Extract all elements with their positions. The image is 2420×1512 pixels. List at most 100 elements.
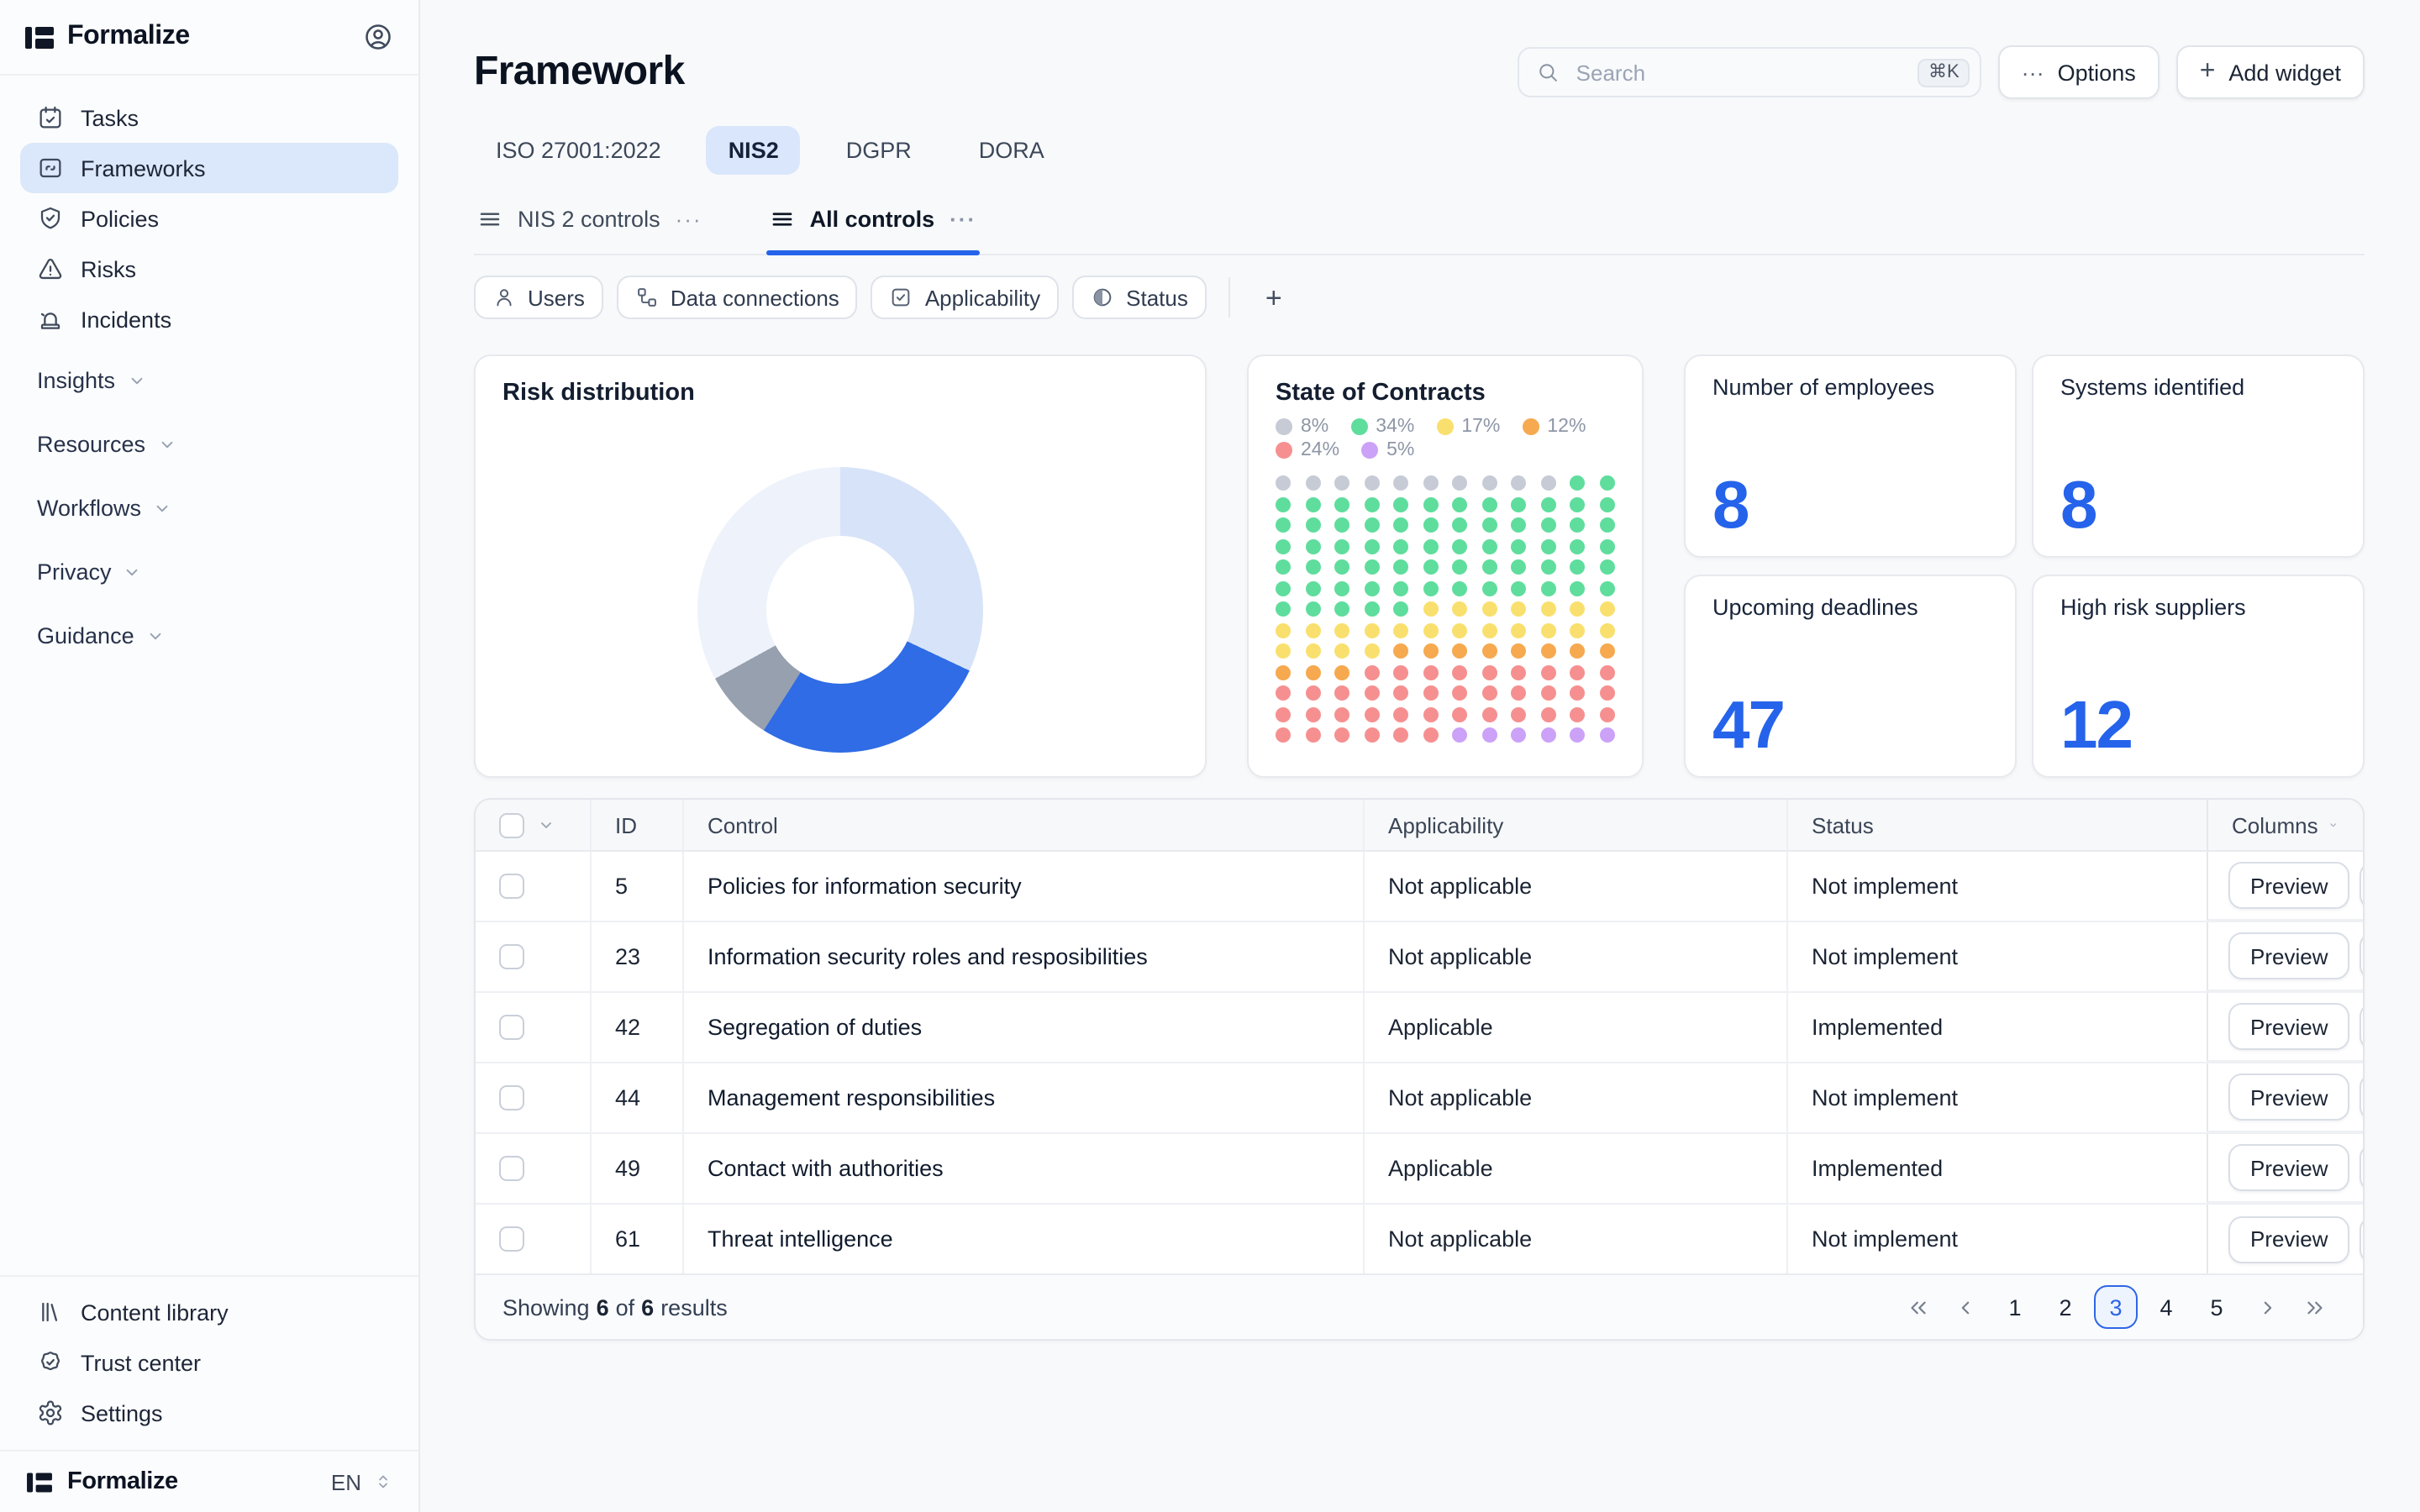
filter-chip-label: Applicability xyxy=(924,285,1041,310)
page-button-5[interactable]: 5 xyxy=(2195,1285,2238,1329)
column-header-status[interactable]: Status xyxy=(1788,800,2208,850)
preview-button[interactable]: Preview xyxy=(2228,1215,2350,1263)
matrix-dot xyxy=(1334,538,1349,554)
row-checkbox[interactable] xyxy=(499,1156,524,1181)
badge-check-icon xyxy=(37,1349,64,1376)
user-icon xyxy=(497,289,512,307)
page-button-3[interactable]: 3 xyxy=(2094,1285,2138,1329)
matrix-dot xyxy=(1334,601,1349,617)
tab-all-controls[interactable]: All controls ··· xyxy=(765,197,981,255)
add-widget-button[interactable]: + Add widget xyxy=(2175,45,2365,99)
risk-donut-chart xyxy=(697,467,983,753)
account-icon[interactable] xyxy=(363,22,393,52)
tab-nis2[interactable]: NIS2 xyxy=(706,126,801,175)
row-select-cell xyxy=(476,852,592,921)
sidebar-item-label: Incidents xyxy=(81,307,172,332)
filter-chip-applicability[interactable]: Applicability xyxy=(871,276,1060,319)
ellipsis-icon[interactable]: ··· xyxy=(950,207,977,232)
cell-control: Contact with authorities xyxy=(684,1134,1365,1203)
sidebar-item-policies[interactable]: Policies xyxy=(20,193,398,244)
sidebar-item-trust-center[interactable]: Trust center xyxy=(20,1337,398,1388)
row-more-button[interactable]: ··· xyxy=(2360,1144,2363,1191)
filter-chip-status[interactable]: Status xyxy=(1072,276,1207,319)
sidebar-item-content-library[interactable]: Content library xyxy=(20,1287,398,1337)
filter-chip-data-connections[interactable]: Data connections xyxy=(616,276,858,319)
sidebar-section-guidance[interactable]: Guidance xyxy=(20,603,398,667)
row-checkbox[interactable] xyxy=(499,874,524,899)
legend-dot xyxy=(1522,418,1539,435)
sidebar-item-frameworks[interactable]: Frameworks xyxy=(20,143,398,193)
preview-button[interactable]: Preview xyxy=(2228,932,2350,979)
sidebar-section-workflows[interactable]: Workflows xyxy=(20,475,398,539)
add-filter-button[interactable]: + xyxy=(1252,276,1296,319)
row-checkbox[interactable] xyxy=(499,1226,524,1252)
sidebar-item-label: Tasks xyxy=(81,105,139,130)
tab-dgpr[interactable]: DGPR xyxy=(824,126,934,175)
legend-dot xyxy=(1350,418,1368,435)
library-icon xyxy=(37,1299,64,1326)
table-row[interactable]: 23 Information security roles and respos… xyxy=(476,922,2363,993)
search-input[interactable] xyxy=(1572,58,1905,87)
matrix-dot xyxy=(1305,643,1320,659)
column-header-id[interactable]: ID xyxy=(592,800,684,850)
preview-button[interactable]: Preview xyxy=(2228,1003,2350,1050)
sidebar-section-resources[interactable]: Resources xyxy=(20,412,398,475)
row-more-button[interactable]: ··· xyxy=(2360,1215,2363,1263)
ellipsis-icon[interactable]: ··· xyxy=(675,207,702,232)
columns-menu[interactable]: Columns xyxy=(2207,800,2363,850)
row-more-button[interactable]: ··· xyxy=(2360,1003,2363,1050)
chevron-down-icon[interactable] xyxy=(536,815,556,835)
page-button-1[interactable]: 1 xyxy=(1993,1285,2037,1329)
column-header-control[interactable]: Control xyxy=(684,800,1365,850)
table-row[interactable]: 61 Threat intelligence Not applicable No… xyxy=(476,1205,2363,1273)
siren-icon xyxy=(37,306,64,333)
matrix-dot xyxy=(1481,685,1497,701)
tab-dora[interactable]: DORA xyxy=(957,126,1066,175)
search-box[interactable]: ⌘K xyxy=(1517,47,1981,97)
next-page-button[interactable] xyxy=(2245,1285,2289,1329)
row-more-button[interactable]: ··· xyxy=(2360,862,2363,909)
row-checkbox[interactable] xyxy=(499,1015,524,1040)
sidebar-item-settings[interactable]: Settings xyxy=(20,1388,398,1438)
select-all-checkbox[interactable] xyxy=(499,812,524,837)
preview-button[interactable]: Preview xyxy=(2228,1144,2350,1191)
sidebar-item-tasks[interactable]: Tasks xyxy=(20,92,398,143)
table-row[interactable]: 49 Contact with authorities Applicable I… xyxy=(476,1134,2363,1205)
matrix-dot xyxy=(1481,643,1497,659)
tab-iso-27001-2022[interactable]: ISO 27001:2022 xyxy=(474,126,683,175)
stat-value: 8 xyxy=(1712,469,1750,543)
preview-button[interactable]: Preview xyxy=(2228,1074,2350,1121)
matrix-dot xyxy=(1540,601,1555,617)
row-checkbox[interactable] xyxy=(499,1085,524,1110)
matrix-dot xyxy=(1540,622,1555,638)
sidebar-item-risks[interactable]: Risks xyxy=(20,244,398,294)
filter-bar: Users Data connections Applicability Sta… xyxy=(474,276,2365,319)
preview-button[interactable]: Preview xyxy=(2228,862,2350,909)
matrix-dot xyxy=(1423,496,1438,512)
row-more-button[interactable]: ··· xyxy=(2360,932,2363,979)
sidebar-section-insights[interactable]: Insights xyxy=(20,348,398,412)
table-row[interactable]: 44 Management responsibilities Not appli… xyxy=(476,1063,2363,1134)
first-page-button[interactable] xyxy=(1896,1285,1939,1329)
chevron-down-icon xyxy=(2331,823,2337,827)
matrix-dot xyxy=(1599,727,1614,743)
sidebar-section-privacy[interactable]: Privacy xyxy=(20,539,398,603)
language-selector[interactable]: EN xyxy=(331,1469,393,1494)
page-button-2[interactable]: 2 xyxy=(2044,1285,2087,1329)
filter-chip-users[interactable]: Users xyxy=(474,276,603,319)
table-row[interactable]: 42 Segregation of duties Applicable Impl… xyxy=(476,993,2363,1063)
tab-nis2-controls[interactable]: NIS 2 controls ··· xyxy=(474,197,706,254)
row-checkbox[interactable] xyxy=(499,944,524,969)
options-button[interactable]: ··· Options xyxy=(1997,45,2160,99)
sidebar-item-incidents[interactable]: Incidents xyxy=(20,294,398,344)
brand-name: Formalize xyxy=(67,22,190,50)
page-button-4[interactable]: 4 xyxy=(2144,1285,2188,1329)
row-more-button[interactable]: ··· xyxy=(2360,1074,2363,1121)
column-header-applicability[interactable]: Applicability xyxy=(1365,800,1788,850)
matrix-dot xyxy=(1452,475,1467,491)
previous-page-button[interactable] xyxy=(1943,1285,1986,1329)
view-tab-label: NIS 2 controls xyxy=(518,207,660,232)
last-page-button[interactable] xyxy=(2292,1285,2336,1329)
table-row[interactable]: 5 Policies for information security Not … xyxy=(476,852,2363,922)
matrix-dot xyxy=(1570,496,1585,512)
